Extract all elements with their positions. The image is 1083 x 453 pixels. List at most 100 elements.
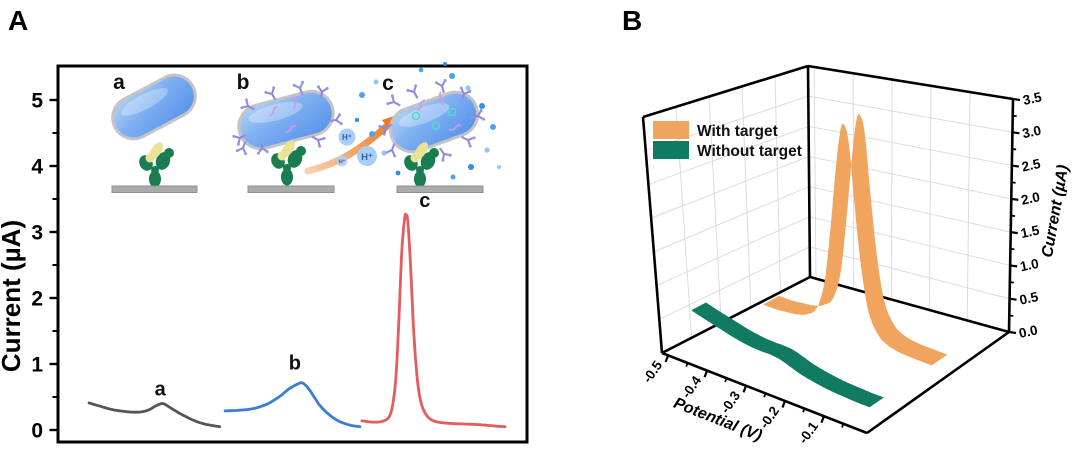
ribbon-without-target: [691, 302, 884, 408]
b-x-tick: [703, 370, 709, 378]
h-plus-bubble: [336, 155, 348, 167]
illustration-step-c: c H⁺ H⁺ H⁺: [304, 62, 501, 193]
electrode-a: [111, 185, 198, 193]
b-grid-x: [813, 66, 817, 279]
b-z-tick-label: 2.0: [1020, 189, 1041, 208]
b-x-minor-tick: [802, 408, 806, 413]
released-ion-dot: [354, 117, 360, 123]
b-grid-z: [648, 125, 809, 185]
curve-b: [223, 381, 362, 429]
b-z-axis-title: Current (µA): [1039, 164, 1072, 259]
released-ion-dot: [484, 147, 490, 153]
b-box-edge: [641, 116, 664, 354]
a-y-tick-label: 3: [31, 222, 43, 245]
bound-probe-icon: [438, 91, 444, 105]
b-grid-x: [928, 85, 932, 311]
bacterium-b: [237, 89, 335, 151]
detection-antibody-icon: [404, 82, 424, 103]
b-x-tick: [781, 400, 787, 408]
bound-probe-icon: [449, 124, 462, 131]
curve-c: [360, 212, 507, 429]
curve-label-c: c: [419, 190, 430, 212]
b-z-minor-tick: [1009, 314, 1014, 317]
panel-b: -0.5-0.4-0.3-0.2-0.10.00.51.01.52.02.53.…: [640, 64, 1072, 446]
b-z-tick: [1012, 97, 1021, 102]
capture-antibody-a: [136, 139, 174, 188]
b-x-minor-tick: [724, 377, 728, 383]
legend-label-without-target: Without target: [697, 143, 802, 160]
illustration-step-b: b: [230, 71, 344, 193]
released-ion-dot: [395, 170, 401, 176]
b-x-tick: [820, 415, 825, 424]
h-plus-label: H⁺: [339, 159, 346, 166]
b-x-tick: [664, 354, 670, 363]
detection-antibody-icon: [384, 92, 405, 112]
b-box-edge: [809, 275, 1010, 334]
b-grid-z: [656, 216, 810, 287]
released-ion-dot: [468, 164, 474, 170]
released-ion-dot: [369, 131, 375, 137]
b-grid-z: [659, 246, 810, 320]
legend-label-with-target: With target: [697, 123, 778, 140]
legend-swatch-without-target: [653, 141, 689, 159]
a-plot-frame: [56, 64, 529, 444]
labeled-antibodies-c: [354, 62, 501, 180]
h-plus-bubble: [357, 146, 377, 166]
legend-swatch-with-target: [653, 121, 689, 139]
step-c-label: c: [382, 72, 394, 95]
h-plus-bubble: [338, 128, 356, 146]
released-ion-dot: [450, 174, 456, 180]
b-z-tick: [1009, 264, 1018, 268]
released-ion-dot: [443, 62, 447, 66]
b-z-tick-label: 3.0: [1021, 123, 1042, 142]
ribbon-with-target: [763, 114, 948, 366]
b-z-tick: [1011, 197, 1019, 201]
b-x-minor-tick: [685, 362, 689, 368]
panel-a-label: A: [8, 5, 28, 36]
b-box-edge: [661, 275, 811, 355]
curve-label-a: a: [155, 379, 167, 401]
b-z-tick-label: 1.5: [1019, 222, 1041, 241]
curve-a: [87, 401, 222, 429]
b-box-edge: [661, 351, 868, 435]
b-z-minor-tick: [1009, 281, 1014, 284]
b-z-minor-tick: [1012, 114, 1017, 118]
b-z-tick-label: 3.5: [1022, 89, 1044, 108]
illustration-step-a: a: [111, 71, 198, 193]
released-ion-dot: [418, 67, 424, 73]
bacterium-c: [388, 90, 480, 154]
a-y-tick-label: 1: [31, 354, 43, 377]
b-box-edge: [866, 330, 1010, 435]
reaction-arrow: [304, 122, 391, 175]
b-box-edge: [642, 64, 809, 119]
a-y-tick-label: 2: [31, 288, 43, 311]
b-z-tick-label: 1.0: [1019, 256, 1040, 275]
b-z-tick-label: 2.5: [1020, 156, 1042, 175]
bacterium-a: [111, 73, 197, 141]
b-grid-z: [653, 186, 810, 253]
released-ion-dot: [497, 165, 501, 169]
b-z-minor-tick: [1010, 247, 1015, 251]
b-grid-depth: [741, 86, 752, 308]
bubble-ring-icon: [447, 107, 457, 117]
labeled-antibodies-b: [230, 79, 344, 157]
released-ion-dot: [373, 79, 379, 85]
b-grid-x: [966, 92, 971, 321]
curve-label-b: b: [289, 352, 301, 374]
b-grid-z: [809, 246, 1010, 300]
panel-b-label: B: [622, 5, 642, 36]
b-grid-depth: [708, 96, 722, 323]
b-z-tick: [1012, 131, 1020, 135]
b-z-tick-label: 0.5: [1018, 289, 1040, 308]
b-z-tick: [1010, 231, 1018, 235]
a-y-tick-label: 4: [31, 156, 43, 179]
step-b-label: b: [237, 71, 250, 94]
b-z-tick: [1009, 297, 1017, 301]
bound-probe-icon: [269, 105, 278, 117]
step-a-label: a: [113, 71, 125, 94]
b-grid-depth: [774, 76, 781, 293]
electrode-c: [396, 185, 484, 193]
b-z-minor-tick: [1010, 214, 1016, 217]
